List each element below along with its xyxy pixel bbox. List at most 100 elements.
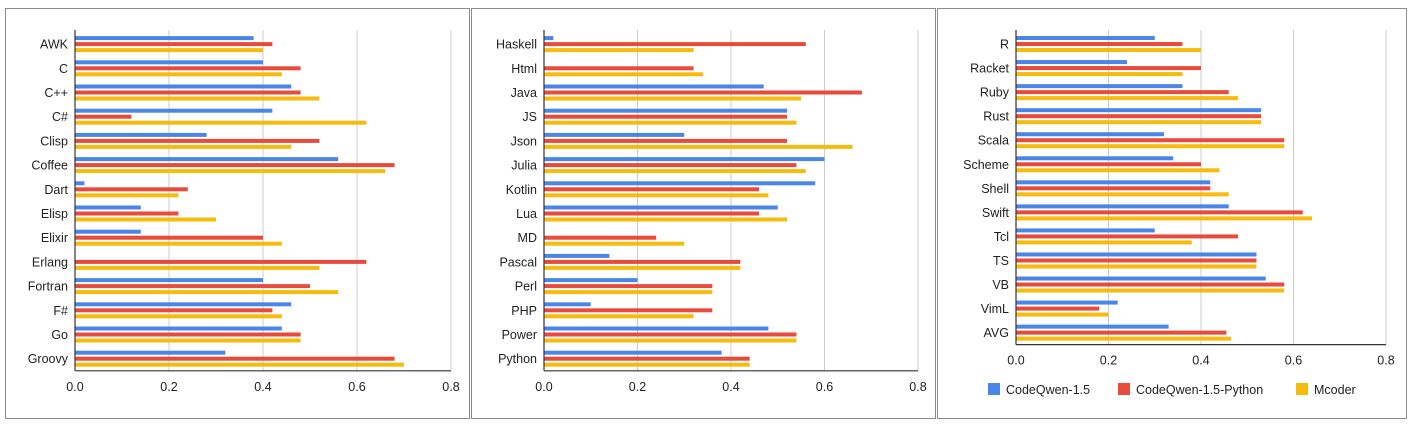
bar-mcoder: [1016, 312, 1109, 317]
x-tick-label: 0.0: [535, 380, 552, 394]
bar-mcoder: [1016, 144, 1285, 149]
bar-codeqwen-1-5-python: [1016, 66, 1201, 71]
bar-mcoder: [75, 169, 386, 174]
category-label: Racket: [970, 62, 1009, 76]
bar-codeqwen-1-5-python: [75, 284, 310, 289]
x-tick-label: 0.4: [722, 380, 739, 394]
category-label: Julia: [511, 159, 537, 173]
category-label: Perl: [515, 280, 537, 294]
bar-codeqwen-1-5-python: [1016, 42, 1183, 47]
bar-mcoder: [1016, 288, 1285, 293]
bar-codeqwen-1-5-python: [544, 163, 797, 168]
bar-mcoder: [75, 314, 282, 319]
bar-mcoder: [75, 193, 179, 198]
category-label: Json: [511, 134, 537, 148]
bar-codeqwen-1-5: [1016, 324, 1169, 329]
bar-codeqwen-1-5: [1016, 156, 1174, 161]
bar-codeqwen-1-5: [75, 302, 292, 307]
bar-codeqwen-1-5: [1016, 132, 1164, 137]
bar-codeqwen-1-5-python: [544, 332, 797, 337]
bar-mcoder: [75, 96, 320, 101]
legend-label: Mcoder: [1314, 383, 1356, 397]
bar-codeqwen-1-5: [75, 205, 141, 210]
category-label: Elixir: [41, 231, 68, 245]
bar-codeqwen-1-5-python: [544, 235, 657, 240]
bar-codeqwen-1-5: [75, 278, 263, 283]
legend: CodeQwen-1.5 CodeQwen-1.5-Python Mcoder: [988, 383, 1356, 397]
x-tick-label: 0.0: [66, 380, 83, 394]
bar-codeqwen-1-5: [1016, 84, 1183, 89]
bar-codeqwen-1-5-python: [544, 356, 750, 361]
category-label: Swift: [982, 206, 1010, 220]
bar-codeqwen-1-5-python: [544, 259, 741, 264]
bar-codeqwen-1-5: [544, 157, 825, 162]
category-label: Go: [51, 328, 68, 342]
x-tick-label: 0.4: [1192, 354, 1209, 368]
category-label: AVG: [984, 326, 1009, 340]
legend-swatch: [1296, 383, 1308, 395]
bar-mcoder: [544, 193, 769, 198]
bar-codeqwen-1-5: [75, 157, 339, 162]
bar-codeqwen-1-5: [1016, 108, 1262, 113]
category-label: Kotlin: [506, 183, 537, 197]
bar-codeqwen-1-5-python: [75, 66, 301, 71]
bar-codeqwen-1-5: [544, 350, 722, 355]
bar-codeqwen-1-5-python: [75, 187, 188, 192]
bar-codeqwen-1-5: [75, 229, 141, 234]
bar-mcoder: [1016, 120, 1262, 125]
category-label: JS: [522, 110, 537, 124]
bar-mcoder: [1016, 264, 1257, 269]
bar-codeqwen-1-5-python: [544, 284, 713, 289]
x-tick-label: 0.4: [254, 380, 271, 394]
bar-mcoder: [544, 120, 797, 125]
bar-mcoder: [544, 362, 750, 367]
bar-codeqwen-1-5-python: [1016, 330, 1227, 335]
category-label: C#: [52, 110, 68, 124]
x-tick-label: 0.6: [348, 380, 365, 394]
bar-codeqwen-1-5: [75, 350, 226, 355]
category-label: Coffee: [31, 159, 68, 173]
bar-codeqwen-1-5-python: [544, 42, 806, 47]
bar-codeqwen-1-5-python: [75, 356, 395, 361]
category-label: Java: [511, 86, 537, 100]
bar-codeqwen-1-5-python: [1016, 114, 1262, 119]
bar-mcoder: [544, 144, 853, 149]
bar-codeqwen-1-5: [75, 326, 282, 331]
bar-mcoder: [544, 96, 802, 101]
bar-codeqwen-1-5: [75, 84, 292, 89]
category-label: Lua: [516, 207, 537, 221]
bar-mcoder: [544, 265, 741, 270]
bar-mcoder: [544, 241, 685, 246]
category-label: Python: [498, 352, 537, 366]
category-label: Tcl: [994, 230, 1009, 244]
category-label: MD: [518, 231, 537, 245]
category-label: Fortran: [28, 280, 68, 294]
category-label: Clisp: [40, 134, 68, 148]
category-label: Groovy: [28, 352, 69, 366]
bar-codeqwen-1-5: [544, 278, 638, 283]
category-label: TS: [993, 254, 1009, 268]
bar-codeqwen-1-5-python: [544, 66, 694, 71]
x-tick-label: 0.2: [1100, 354, 1117, 368]
bar-mcoder: [1016, 48, 1201, 53]
bar-codeqwen-1-5: [75, 108, 273, 113]
bar-codeqwen-1-5-python: [75, 114, 132, 119]
bar-codeqwen-1-5: [544, 108, 788, 113]
bar-mcoder: [1016, 168, 1220, 173]
bar-mcoder: [75, 217, 216, 222]
category-label: C: [59, 62, 68, 76]
x-tick-label: 0.6: [816, 380, 833, 394]
bar-codeqwen-1-5-python: [544, 138, 788, 143]
bar-codeqwen-1-5-python: [75, 308, 273, 313]
bar-mcoder: [75, 265, 320, 270]
bar-codeqwen-1-5-python: [544, 114, 788, 119]
x-tick-label: 0.8: [442, 380, 459, 394]
x-tick-label: 0.2: [160, 380, 177, 394]
bar-mcoder: [75, 362, 404, 367]
bar-codeqwen-1-5-python: [544, 211, 760, 216]
bar-mcoder: [544, 314, 694, 319]
category-label: Ruby: [980, 86, 1010, 100]
bar-mcoder: [75, 290, 339, 295]
